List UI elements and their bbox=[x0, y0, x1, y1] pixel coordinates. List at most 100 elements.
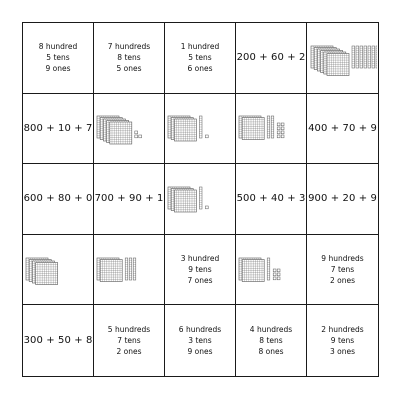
ten-rod bbox=[367, 45, 371, 69]
ten-rod bbox=[124, 257, 129, 280]
hundred-flat bbox=[35, 261, 58, 285]
hundred-flat bbox=[174, 119, 197, 142]
base-ten-blocks-icon bbox=[310, 45, 377, 76]
one-cube bbox=[280, 131, 285, 135]
ten-rod bbox=[363, 45, 367, 69]
expanded-form-card: 800 + 10 + 7 bbox=[23, 93, 94, 165]
expanded-form-card: 200 + 60 + 2 bbox=[236, 23, 307, 94]
ten-rod bbox=[199, 116, 203, 139]
word-form-line: 3 tens bbox=[188, 336, 212, 346]
word-form-text: 4 hundreds 8 tens 8 ones bbox=[250, 324, 292, 357]
one-cube bbox=[276, 127, 281, 131]
base-ten-blocks-icon bbox=[238, 257, 281, 282]
base-ten-blocks-card bbox=[165, 93, 236, 165]
one-cube bbox=[205, 205, 209, 210]
word-form-line: 8 ones bbox=[258, 347, 284, 357]
word-form-line: 3 hundred bbox=[180, 254, 220, 264]
expanded-form-card: 700 + 90 + 1 bbox=[94, 164, 165, 235]
word-form-line: 7 ones bbox=[187, 276, 213, 286]
word-form-text: 3 hundred 9 tens 7 ones bbox=[181, 253, 219, 286]
ten-rod bbox=[375, 45, 377, 69]
place-value-word-card: 8 hundred 5 tens 9 ones bbox=[23, 23, 94, 94]
expanded-form-text: 800 + 10 + 7 bbox=[23, 122, 93, 134]
ten-rod bbox=[270, 116, 275, 139]
expanded-form-text: 900 + 20 + 9 bbox=[308, 193, 377, 205]
hundred-flat bbox=[174, 189, 197, 213]
expanded-form-text: 400 + 70 + 9 bbox=[308, 122, 377, 134]
hundred-flat bbox=[109, 122, 133, 145]
base-ten-blocks-icon bbox=[25, 257, 58, 285]
hundred-flat bbox=[241, 117, 265, 141]
base-ten-blocks-icon bbox=[167, 186, 209, 213]
place-value-word-card: 3 hundred 9 tens 7 ones bbox=[165, 234, 236, 306]
ten-rod bbox=[359, 45, 363, 69]
word-form-line: 5 tens bbox=[188, 53, 212, 63]
word-form-line: 4 hundreds bbox=[249, 325, 293, 335]
place-value-word-card: 2 hundreds 9 tens 3 ones bbox=[307, 305, 378, 376]
matching-cards-grid: 8 hundred 5 tens 9 ones 7 hundreds 8 tens 5 o… bbox=[22, 22, 379, 377]
ten-rod bbox=[199, 186, 203, 210]
ten-rod bbox=[351, 45, 355, 69]
expanded-form-card: 900 + 20 + 9 bbox=[307, 164, 378, 235]
one-cube bbox=[134, 135, 138, 139]
one-cube bbox=[276, 276, 281, 280]
expanded-form-text: 500 + 40 + 3 bbox=[236, 193, 306, 205]
base-ten-blocks-card bbox=[236, 234, 307, 306]
base-ten-blocks-card bbox=[23, 234, 94, 306]
one-cube bbox=[205, 135, 209, 139]
one-cube bbox=[138, 135, 142, 139]
word-form-line: 2 ones bbox=[116, 347, 142, 357]
expanded-form-text: 200 + 60 + 2 bbox=[236, 52, 306, 64]
expanded-form-card: 400 + 70 + 9 bbox=[307, 94, 378, 165]
word-form-line: 9 ones bbox=[187, 347, 213, 357]
word-form-text: 9 hundreds 7 tens 2 ones bbox=[321, 253, 363, 286]
one-cube bbox=[280, 127, 285, 131]
word-form-line: 1 hundred bbox=[180, 42, 220, 52]
word-form-line: 9 tens bbox=[188, 265, 212, 275]
place-value-word-card: 1 hundred 5 tens 6 ones bbox=[165, 23, 236, 94]
word-form-text: 7 hundreds 8 tens 5 ones bbox=[108, 41, 150, 74]
ten-rod bbox=[266, 116, 271, 139]
expanded-form-text: 300 + 50 + 8 bbox=[23, 335, 93, 347]
place-value-word-card: 6 hundreds 3 tens 9 ones bbox=[165, 305, 236, 376]
one-cube bbox=[272, 268, 277, 272]
one-cube bbox=[276, 131, 281, 135]
base-ten-blocks-card bbox=[236, 93, 307, 165]
word-form-text: 6 hundreds 3 tens 9 ones bbox=[179, 324, 221, 357]
base-ten-blocks-icon bbox=[96, 116, 142, 145]
place-value-word-card: 5 hundreds 7 tens 2 ones bbox=[94, 305, 165, 376]
one-cube bbox=[134, 131, 138, 135]
word-form-line: 9 tens bbox=[330, 336, 355, 346]
ten-rod bbox=[128, 257, 133, 280]
word-form-line: 5 ones bbox=[116, 64, 142, 74]
expanded-form-text: 700 + 90 + 1 bbox=[94, 193, 164, 205]
expanded-form-card: 600 + 80 + 0 bbox=[23, 164, 94, 235]
word-form-line: 7 tens bbox=[117, 336, 141, 346]
one-cube bbox=[276, 272, 281, 276]
word-form-line: 2 ones bbox=[329, 276, 355, 286]
expanded-form-text: 600 + 80 + 0 bbox=[23, 193, 93, 205]
word-form-line: 9 ones bbox=[45, 64, 71, 74]
word-form-text: 8 hundred 5 tens 9 ones bbox=[39, 41, 77, 74]
hundred-flat bbox=[326, 52, 349, 76]
base-ten-blocks-card bbox=[94, 234, 165, 306]
one-cube bbox=[280, 135, 285, 139]
word-form-line: 6 ones bbox=[187, 64, 213, 74]
word-form-text: 1 hundred 5 tens 6 ones bbox=[181, 41, 219, 74]
word-form-line: 7 tens bbox=[330, 265, 355, 275]
one-cube bbox=[272, 276, 277, 280]
ten-rod bbox=[132, 257, 137, 280]
word-form-line: 8 hundred bbox=[38, 42, 78, 52]
place-value-word-card: 4 hundreds 8 tens 8 ones bbox=[236, 305, 307, 376]
word-form-line: 9 hundreds bbox=[321, 254, 364, 264]
ten-rod bbox=[266, 257, 271, 280]
one-cube bbox=[276, 268, 281, 272]
one-cube bbox=[276, 123, 281, 127]
word-form-line: 8 tens bbox=[259, 336, 283, 346]
one-cube bbox=[280, 123, 285, 127]
hundred-flat bbox=[99, 258, 123, 282]
base-ten-blocks-icon bbox=[167, 116, 209, 142]
ten-rod bbox=[355, 45, 359, 69]
base-ten-blocks-card bbox=[94, 93, 165, 165]
word-form-line: 2 hundreds bbox=[321, 325, 364, 335]
